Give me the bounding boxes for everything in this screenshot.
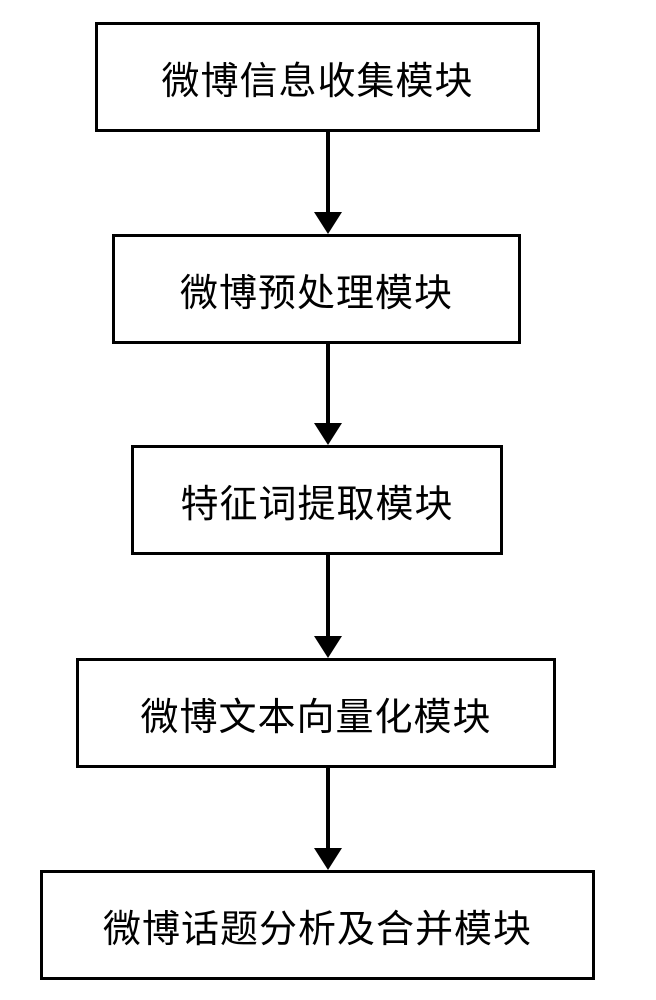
node-label: 微博话题分析及合并模块 bbox=[103, 898, 532, 953]
arrow-shaft bbox=[326, 768, 330, 848]
arrow-shaft bbox=[326, 132, 330, 212]
flowchart-container: 微博信息收集模块 微博预处理模块 特征词提取模块 微博文本向量化模块 微博话题分… bbox=[0, 0, 656, 1000]
arrow-shaft bbox=[326, 555, 330, 636]
arrow-head-icon bbox=[314, 423, 342, 445]
flow-arrow bbox=[314, 555, 342, 658]
node-label: 微博预处理模块 bbox=[180, 262, 453, 317]
flow-node-topic-merge: 微博话题分析及合并模块 bbox=[40, 870, 595, 980]
node-label: 特征词提取模块 bbox=[180, 473, 453, 528]
flow-arrow bbox=[314, 132, 342, 234]
flow-node-collect: 微博信息收集模块 bbox=[95, 22, 540, 132]
node-label: 微博文本向量化模块 bbox=[140, 686, 491, 741]
arrow-head-icon bbox=[314, 212, 342, 234]
flow-arrow bbox=[314, 768, 342, 870]
flow-node-vectorize: 微博文本向量化模块 bbox=[76, 658, 556, 768]
flow-node-feature: 特征词提取模块 bbox=[131, 445, 503, 555]
flow-node-preprocess: 微博预处理模块 bbox=[112, 234, 521, 344]
arrow-head-icon bbox=[314, 636, 342, 658]
node-label: 微博信息收集模块 bbox=[161, 50, 473, 105]
arrow-head-icon bbox=[314, 848, 342, 870]
arrow-shaft bbox=[326, 344, 330, 423]
flow-arrow bbox=[314, 344, 342, 445]
